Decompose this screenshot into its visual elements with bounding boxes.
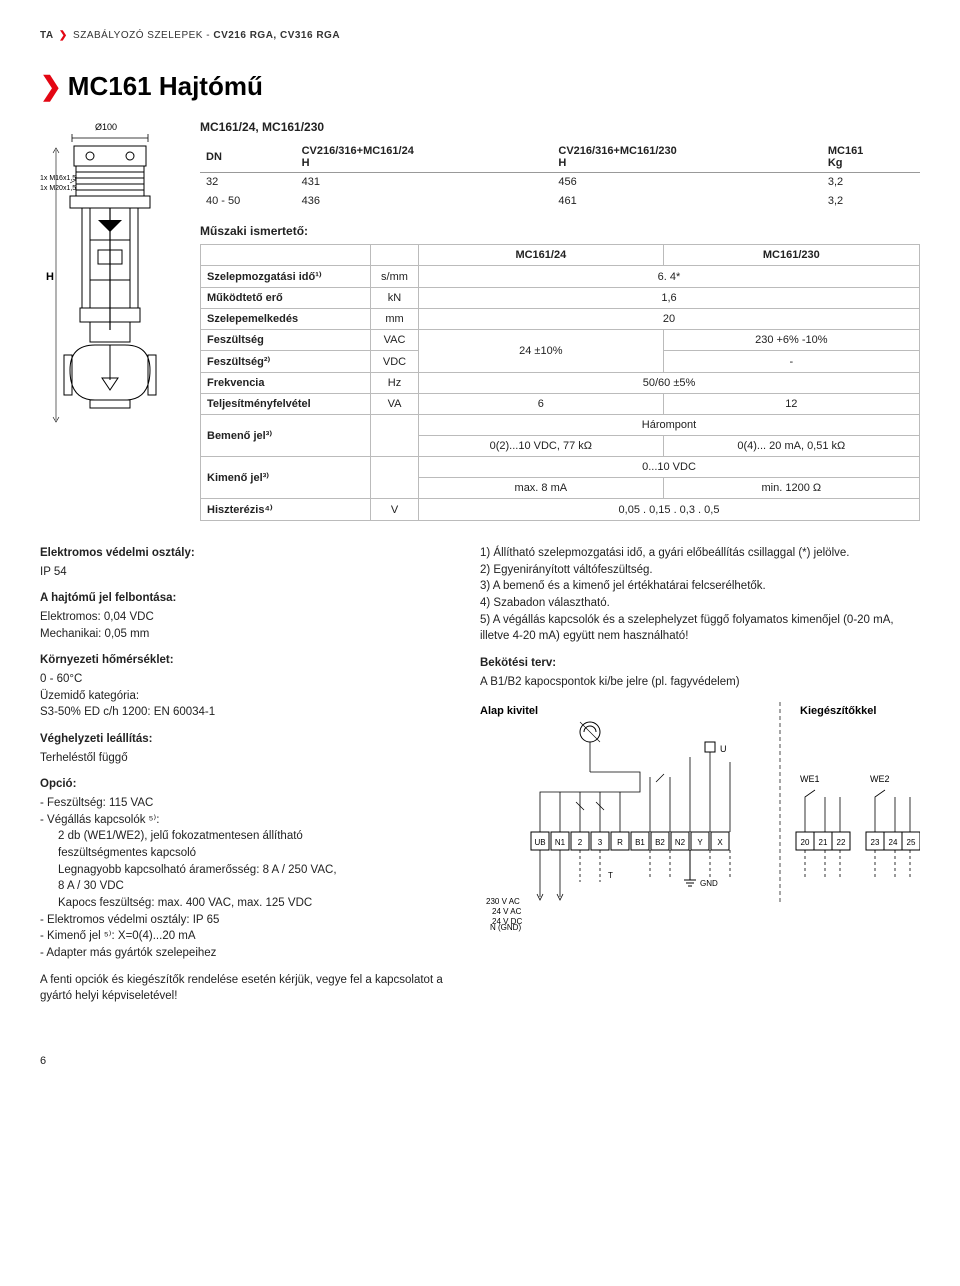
page-number: 6 <box>40 1055 920 1067</box>
svg-text:N (GND): N (GND) <box>490 923 521 932</box>
table-cell: 40 - 50 <box>200 192 296 211</box>
table-cell: 32 <box>200 173 296 192</box>
chevron-icon: ❯ <box>59 30 68 41</box>
svg-text:Alap kivitel: Alap kivitel <box>480 705 538 717</box>
svg-text:R: R <box>617 838 623 847</box>
svg-text:20: 20 <box>801 838 810 847</box>
text-columns: Elektromos védelmi osztály: IP 54 A hajt… <box>40 545 920 1015</box>
spec-table: MC161/24 MC161/230 Szelepmozgatási idő¹⁾… <box>200 244 920 521</box>
page-header: TA ❯ SZABÁLYOZÓ SZELEPEK - CV216 RGA, CV… <box>40 30 920 41</box>
endpos-title: Véghelyzeti leállítás: <box>40 731 450 748</box>
svg-text:WE2: WE2 <box>870 774 890 784</box>
svg-text:25: 25 <box>907 838 916 847</box>
col-kg: MC161Kg <box>822 142 920 173</box>
table-cell: 3,2 <box>822 173 920 192</box>
top-section: Ø100 1x M16x1,5 1x M20x1,5 <box>40 120 920 521</box>
thread2: 1x M20x1,5 <box>40 185 76 192</box>
svg-text:2: 2 <box>578 838 583 847</box>
option-title: Opció: <box>40 776 450 793</box>
wiring-title: Bekötési terv: <box>480 655 920 672</box>
tech-heading: Műszaki ismertető: <box>200 224 920 238</box>
height-label: H <box>46 271 54 283</box>
table-cell: 461 <box>552 192 821 211</box>
svg-text:T: T <box>608 871 613 880</box>
col-24: CV216/316+MC161/24H <box>296 142 553 173</box>
svg-text:N1: N1 <box>555 838 566 847</box>
svg-text:WE1: WE1 <box>800 774 820 784</box>
title-text: MC161 Hajtómű <box>68 71 263 101</box>
ip-title: Elektromos védelmi osztály: <box>40 545 450 562</box>
svg-text:GND: GND <box>700 879 718 888</box>
svg-text:24 V AC: 24 V AC <box>492 907 522 916</box>
svg-text:B2: B2 <box>655 838 665 847</box>
svg-text:23: 23 <box>871 838 880 847</box>
page-title: ❯MC161 Hajtómű <box>40 71 920 102</box>
actuator-diagram: Ø100 1x M16x1,5 1x M20x1,5 <box>40 120 180 521</box>
env-title: Környezeti hőmérséklet: <box>40 652 450 669</box>
brand: TA <box>40 30 54 41</box>
variant-heading: MC161/24, MC161/230 <box>200 120 920 134</box>
dia-label: Ø100 <box>95 122 117 132</box>
wiring-diagram: Alap kivitel Kiegészítőkkel U <box>480 702 920 932</box>
left-text-col: Elektromos védelmi osztály: IP 54 A hajt… <box>40 545 450 1015</box>
right-text-col: 1) Állítható szelepmozgatási idő, a gyár… <box>480 545 920 1015</box>
svg-text:3: 3 <box>598 838 603 847</box>
chevron-icon: ❯ <box>40 71 62 101</box>
svg-text:UB: UB <box>534 838 545 847</box>
svg-text:21: 21 <box>819 838 828 847</box>
thread1: 1x M16x1,5 <box>40 175 76 182</box>
resolution-title: A hajtómű jel felbontása: <box>40 590 450 607</box>
svg-text:Kiegészítőkkel: Kiegészítőkkel <box>800 705 876 717</box>
dimension-table: DN CV216/316+MC161/24H CV216/316+MC161/2… <box>200 142 920 210</box>
svg-text:22: 22 <box>837 838 846 847</box>
col-mc161-230: MC161/230 <box>663 245 919 266</box>
header-category: SZABÁLYOZÓ SZELEPEK - <box>73 30 213 41</box>
right-column: MC161/24, MC161/230 DN CV216/316+MC161/2… <box>200 120 920 521</box>
footnote-text: A fenti opciók és kiegészítők rendelése … <box>40 972 450 1005</box>
col-dn: DN <box>200 142 296 173</box>
table-cell: 431 <box>296 173 553 192</box>
col-230: CV216/316+MC161/230H <box>552 142 821 173</box>
col-mc161-24: MC161/24 <box>419 245 664 266</box>
table-cell: 456 <box>552 173 821 192</box>
svg-text:Y: Y <box>697 838 703 847</box>
svg-text:230 V AC: 230 V AC <box>486 897 520 906</box>
header-product: CV216 RGA, CV316 RGA <box>213 30 340 41</box>
ip-body: IP 54 <box>40 566 67 578</box>
table-cell: 3,2 <box>822 192 920 211</box>
table-cell: 436 <box>296 192 553 211</box>
svg-text:N2: N2 <box>675 838 686 847</box>
notes-block: 1) Állítható szelepmozgatási idő, a gyár… <box>480 545 920 645</box>
svg-text:U: U <box>720 744 727 754</box>
option-lines: - Feszültség: 115 VAC- Végállás kapcsoló… <box>40 795 450 962</box>
svg-text:B1: B1 <box>635 838 645 847</box>
svg-text:24: 24 <box>889 838 898 847</box>
svg-text:X: X <box>717 838 723 847</box>
